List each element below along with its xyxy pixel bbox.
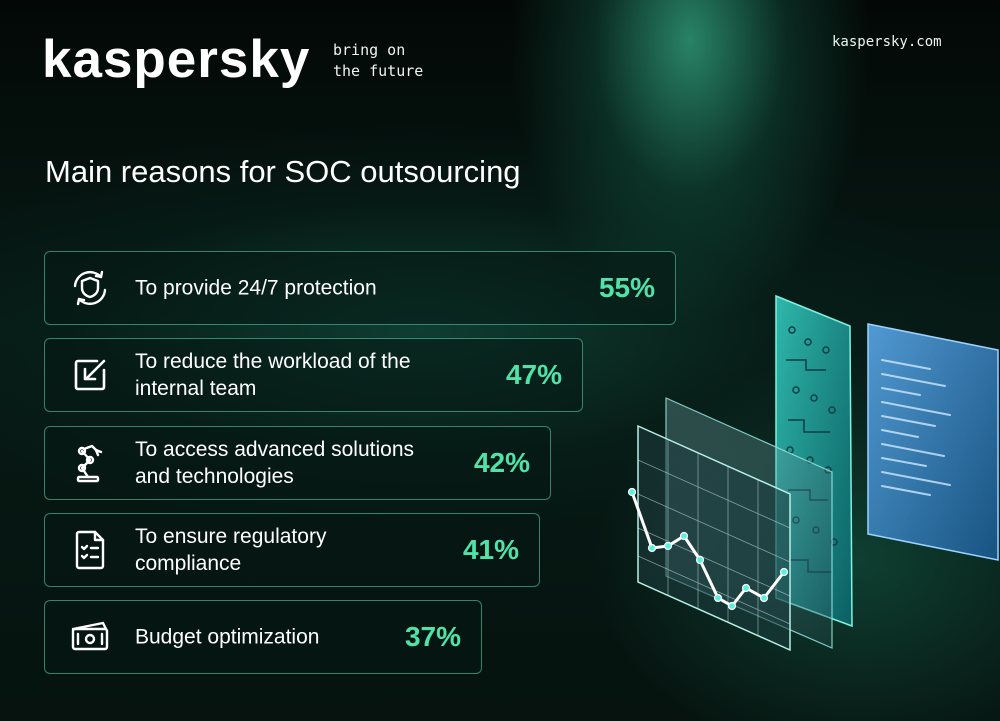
- row-label-line-1: To reduce the workload of the: [135, 350, 411, 373]
- checkbox-arrow-icon: [74, 359, 106, 391]
- row-label: To ensure regulatory compliance: [135, 523, 465, 577]
- row-value: 42%: [473, 447, 530, 478]
- row-label-line-1: To access advanced solutions: [135, 438, 414, 461]
- row-label-line-2: internal team: [135, 377, 257, 400]
- chart-title: Main reasons for SOC outsourcing: [45, 154, 521, 189]
- row-value: 37%: [404, 621, 461, 652]
- row-label-line-2: compliance: [135, 552, 242, 575]
- shield-cycle-icon: [73, 270, 107, 306]
- row-value: 55%: [598, 272, 655, 303]
- row-label-line-2: and technologies: [135, 465, 294, 488]
- bar-row: To access advanced solutions and technol…: [44, 426, 551, 500]
- row-label-line-1: To provide 24/7 protection: [135, 276, 377, 300]
- row-label: To access advanced solutions and technol…: [135, 436, 465, 490]
- banknotes-icon: [71, 621, 109, 651]
- line-chart-panel: [627, 424, 791, 652]
- tagline: bring on the future: [333, 40, 423, 82]
- security-dashboard-illustration: [627, 294, 999, 652]
- row-value: 47%: [505, 359, 562, 390]
- row-label-line-1: Budget optimization: [135, 625, 320, 649]
- bar-row: To ensure regulatory compliance 41%: [44, 513, 540, 587]
- row-label: To provide 24/7 protection: [135, 275, 465, 302]
- code-panel: [867, 323, 999, 561]
- tagline-line-2: the future: [333, 62, 424, 80]
- row-value: 41%: [462, 534, 519, 565]
- row-label-line-1: To ensure regulatory: [135, 525, 327, 548]
- row-label: To reduce the workload of the internal t…: [135, 348, 465, 402]
- bar-row: Budget optimization 37%: [44, 600, 482, 674]
- bar-row: To provide 24/7 protection 55%: [44, 251, 676, 325]
- robotic-arm-icon: [76, 444, 103, 483]
- tagline-line-1: bring on: [333, 41, 406, 59]
- website-url: kaspersky.com: [832, 34, 942, 50]
- kaspersky-logo: kaspersky: [42, 30, 311, 89]
- bar-row: To reduce the workload of the internal t…: [44, 338, 583, 412]
- row-label: Budget optimization: [135, 624, 465, 651]
- checklist-document-icon: [75, 530, 105, 570]
